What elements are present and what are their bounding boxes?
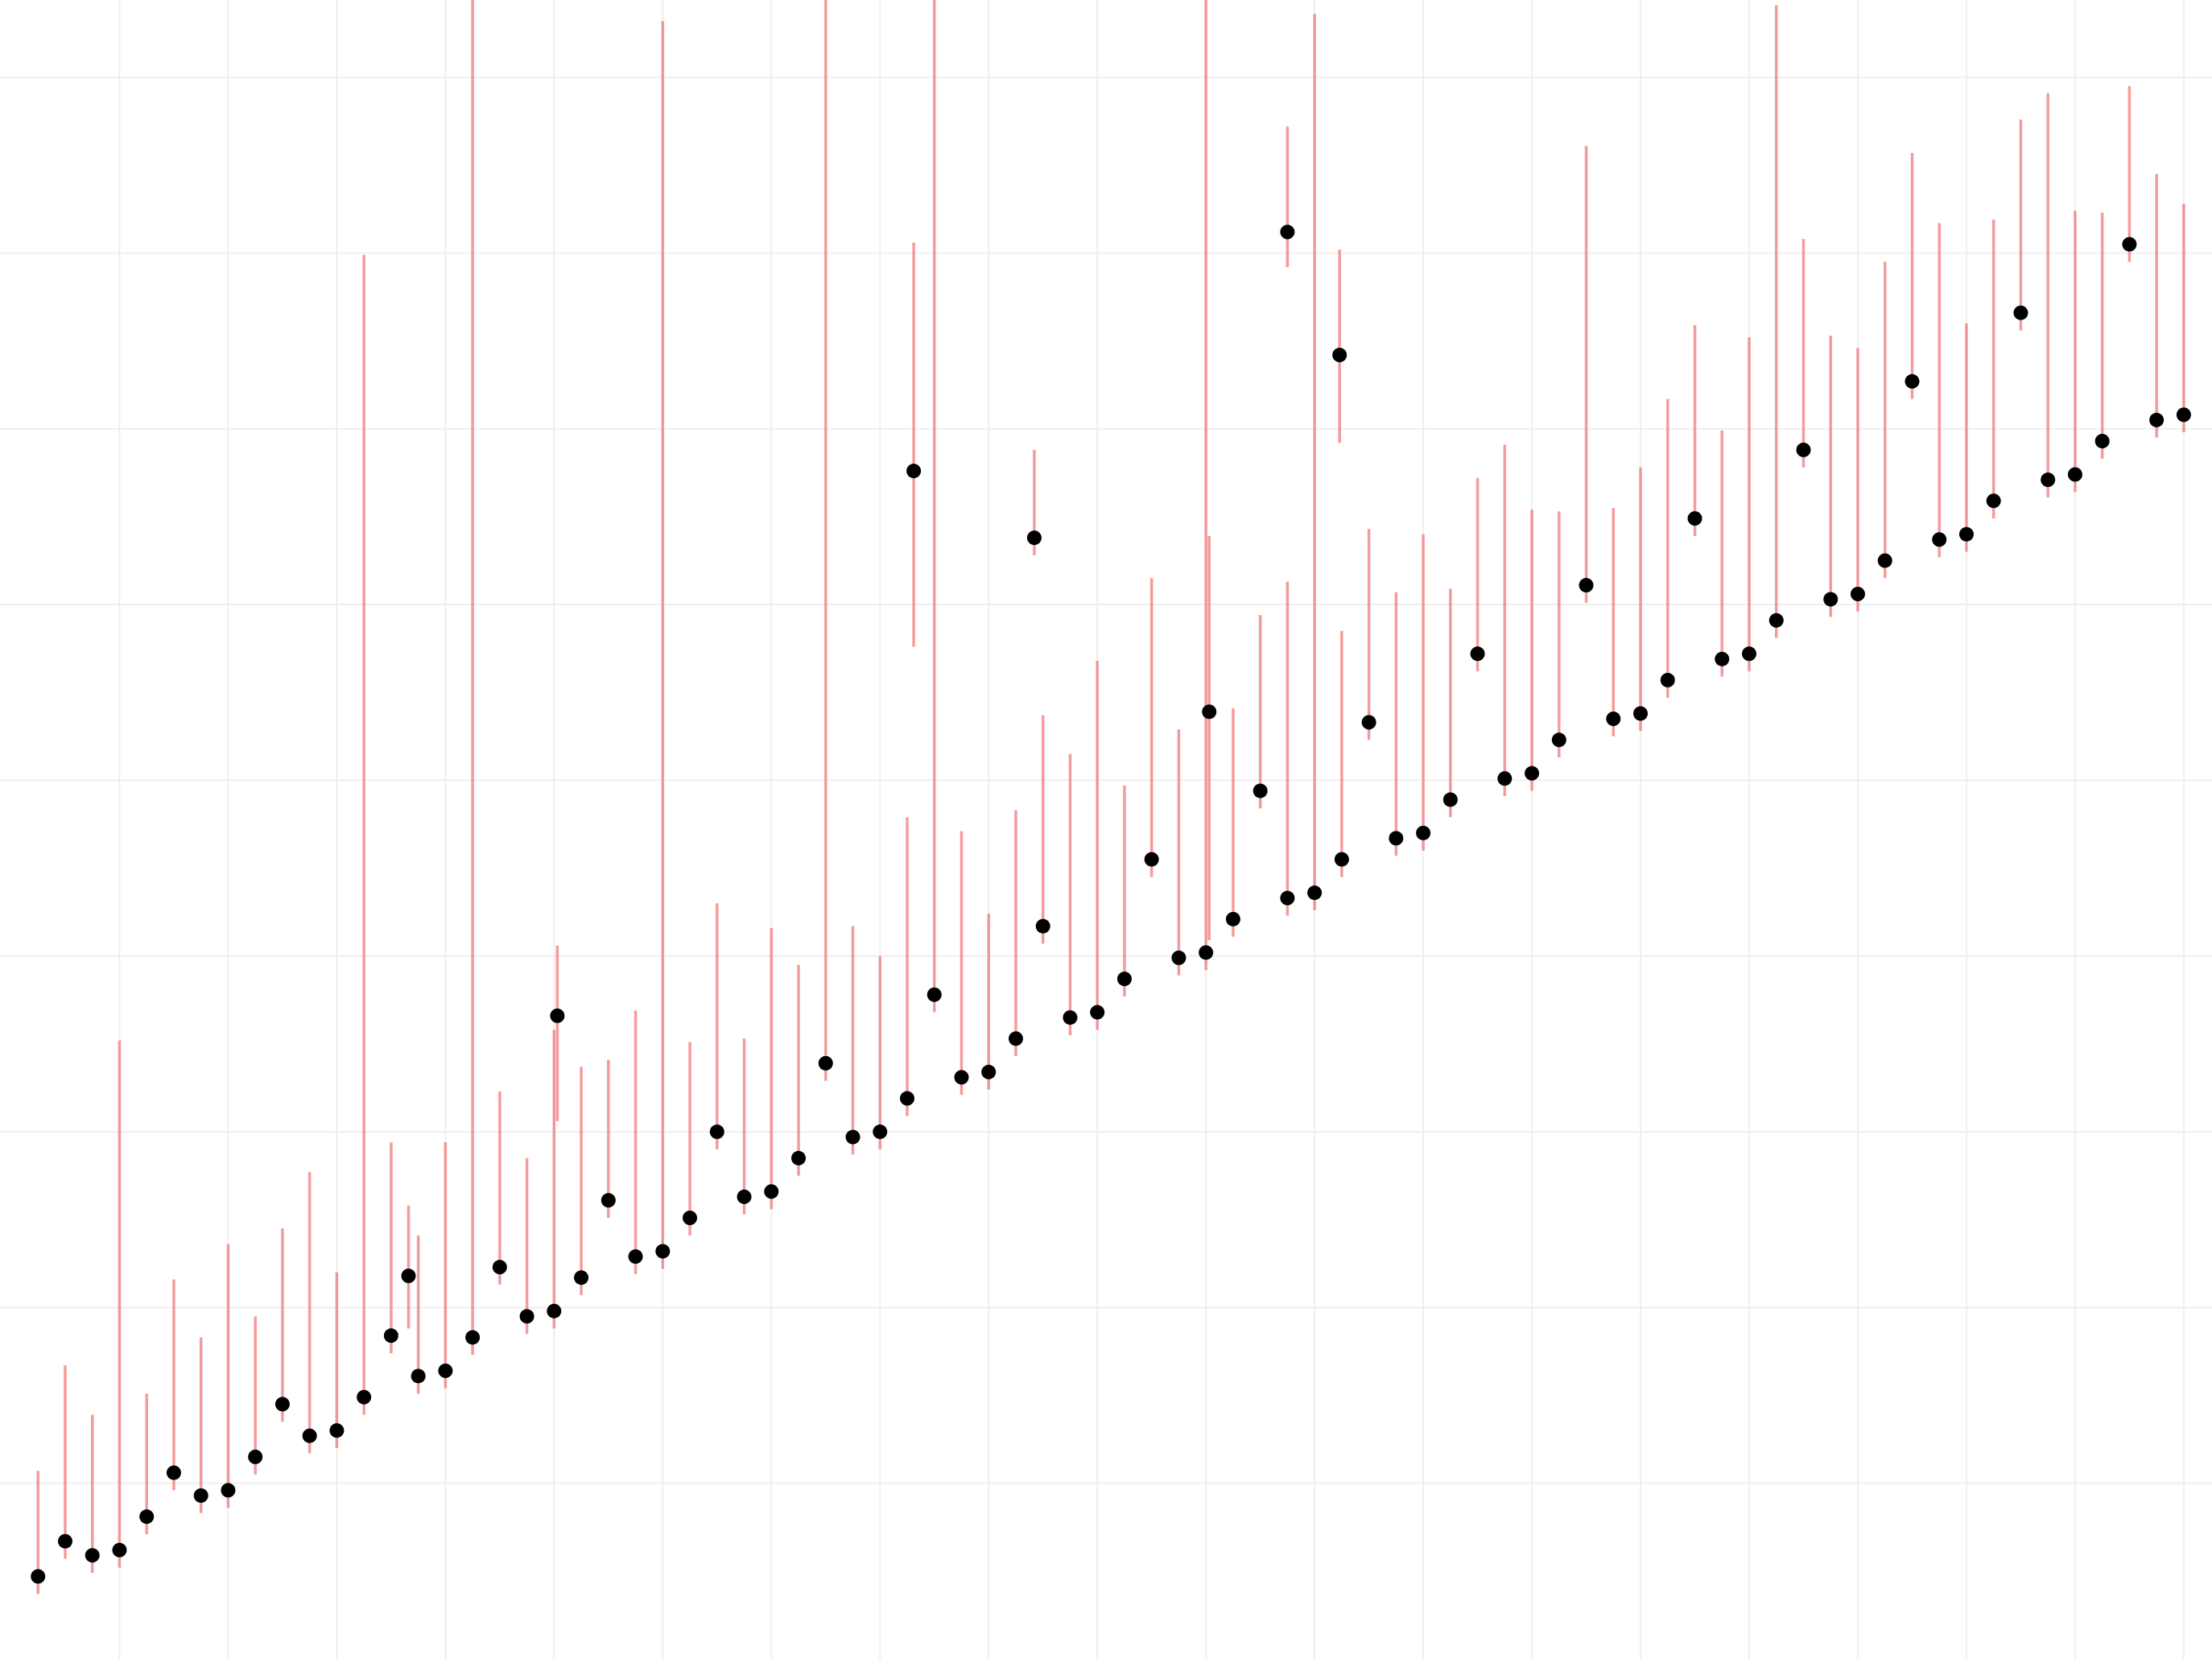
- point: [818, 1055, 833, 1071]
- point: [357, 1389, 372, 1405]
- point: [1905, 373, 1920, 389]
- point: [1796, 442, 1811, 457]
- point: [1171, 950, 1186, 965]
- point: [1958, 526, 1974, 542]
- point: [764, 1184, 779, 1199]
- point: [1307, 885, 1323, 901]
- point: [791, 1150, 807, 1166]
- point: [465, 1330, 481, 1345]
- point: [1280, 890, 1295, 906]
- point: [1008, 1031, 1023, 1046]
- point: [1579, 578, 1594, 593]
- point: [1361, 715, 1376, 730]
- point: [329, 1423, 345, 1438]
- point: [166, 1465, 181, 1480]
- point: [1823, 592, 1839, 607]
- point: [2013, 305, 2028, 320]
- point: [845, 1129, 860, 1145]
- point: [1877, 553, 1892, 568]
- point: [112, 1542, 127, 1558]
- point: [2094, 433, 2110, 448]
- point: [248, 1449, 263, 1464]
- point: [2149, 412, 2165, 427]
- point: [2176, 407, 2191, 423]
- point: [221, 1483, 236, 1498]
- point: [737, 1189, 752, 1204]
- point: [193, 1488, 208, 1503]
- point: [1497, 771, 1512, 786]
- point: [1470, 646, 1485, 662]
- point: [383, 1328, 398, 1343]
- point: [1606, 711, 1621, 726]
- point: [550, 1008, 565, 1023]
- point: [2122, 237, 2137, 252]
- point: [1332, 348, 1347, 363]
- point: [1442, 792, 1458, 807]
- point: [709, 1125, 724, 1140]
- point: [1026, 530, 1042, 546]
- point: [1225, 911, 1240, 926]
- point: [1035, 918, 1050, 934]
- point: [2067, 467, 2082, 482]
- point: [600, 1193, 616, 1208]
- point: [1144, 852, 1159, 867]
- point: [1280, 225, 1295, 240]
- point: [438, 1363, 453, 1378]
- point: [655, 1244, 671, 1259]
- point: [274, 1397, 290, 1412]
- point: [574, 1270, 589, 1286]
- point: [547, 1303, 562, 1319]
- point: [981, 1064, 997, 1079]
- point: [1768, 613, 1784, 628]
- point: [1687, 511, 1702, 526]
- points: [31, 225, 2191, 1584]
- point: [1551, 733, 1566, 748]
- point: [1525, 766, 1540, 781]
- point: [1090, 1005, 1105, 1020]
- point: [85, 1548, 100, 1563]
- point: [954, 1070, 969, 1085]
- point: [1715, 651, 1730, 666]
- point: [31, 1569, 46, 1584]
- point: [1850, 586, 1865, 601]
- error-bars: [36, 0, 2185, 1595]
- point: [57, 1533, 72, 1549]
- point: [1416, 825, 1431, 840]
- point: [401, 1269, 416, 1284]
- point: [1986, 493, 2001, 509]
- point: [1389, 831, 1404, 846]
- point: [900, 1091, 915, 1106]
- point: [302, 1428, 317, 1443]
- point: [1932, 532, 1947, 547]
- point: [1116, 972, 1132, 987]
- point: [1063, 1010, 1078, 1026]
- point: [411, 1368, 426, 1384]
- point: [683, 1211, 698, 1226]
- point: [1633, 706, 1649, 721]
- point: [1202, 704, 1217, 720]
- point: [492, 1260, 507, 1275]
- point: [906, 464, 922, 479]
- point: [1334, 852, 1349, 867]
- point: [1199, 945, 1214, 960]
- point: [1253, 783, 1268, 799]
- point: [1660, 672, 1675, 687]
- point: [519, 1309, 534, 1324]
- point: [628, 1249, 643, 1265]
- point: [2041, 473, 2056, 488]
- point: [873, 1125, 888, 1140]
- point: [926, 987, 942, 1002]
- point: [1742, 646, 1757, 662]
- point: [139, 1509, 155, 1525]
